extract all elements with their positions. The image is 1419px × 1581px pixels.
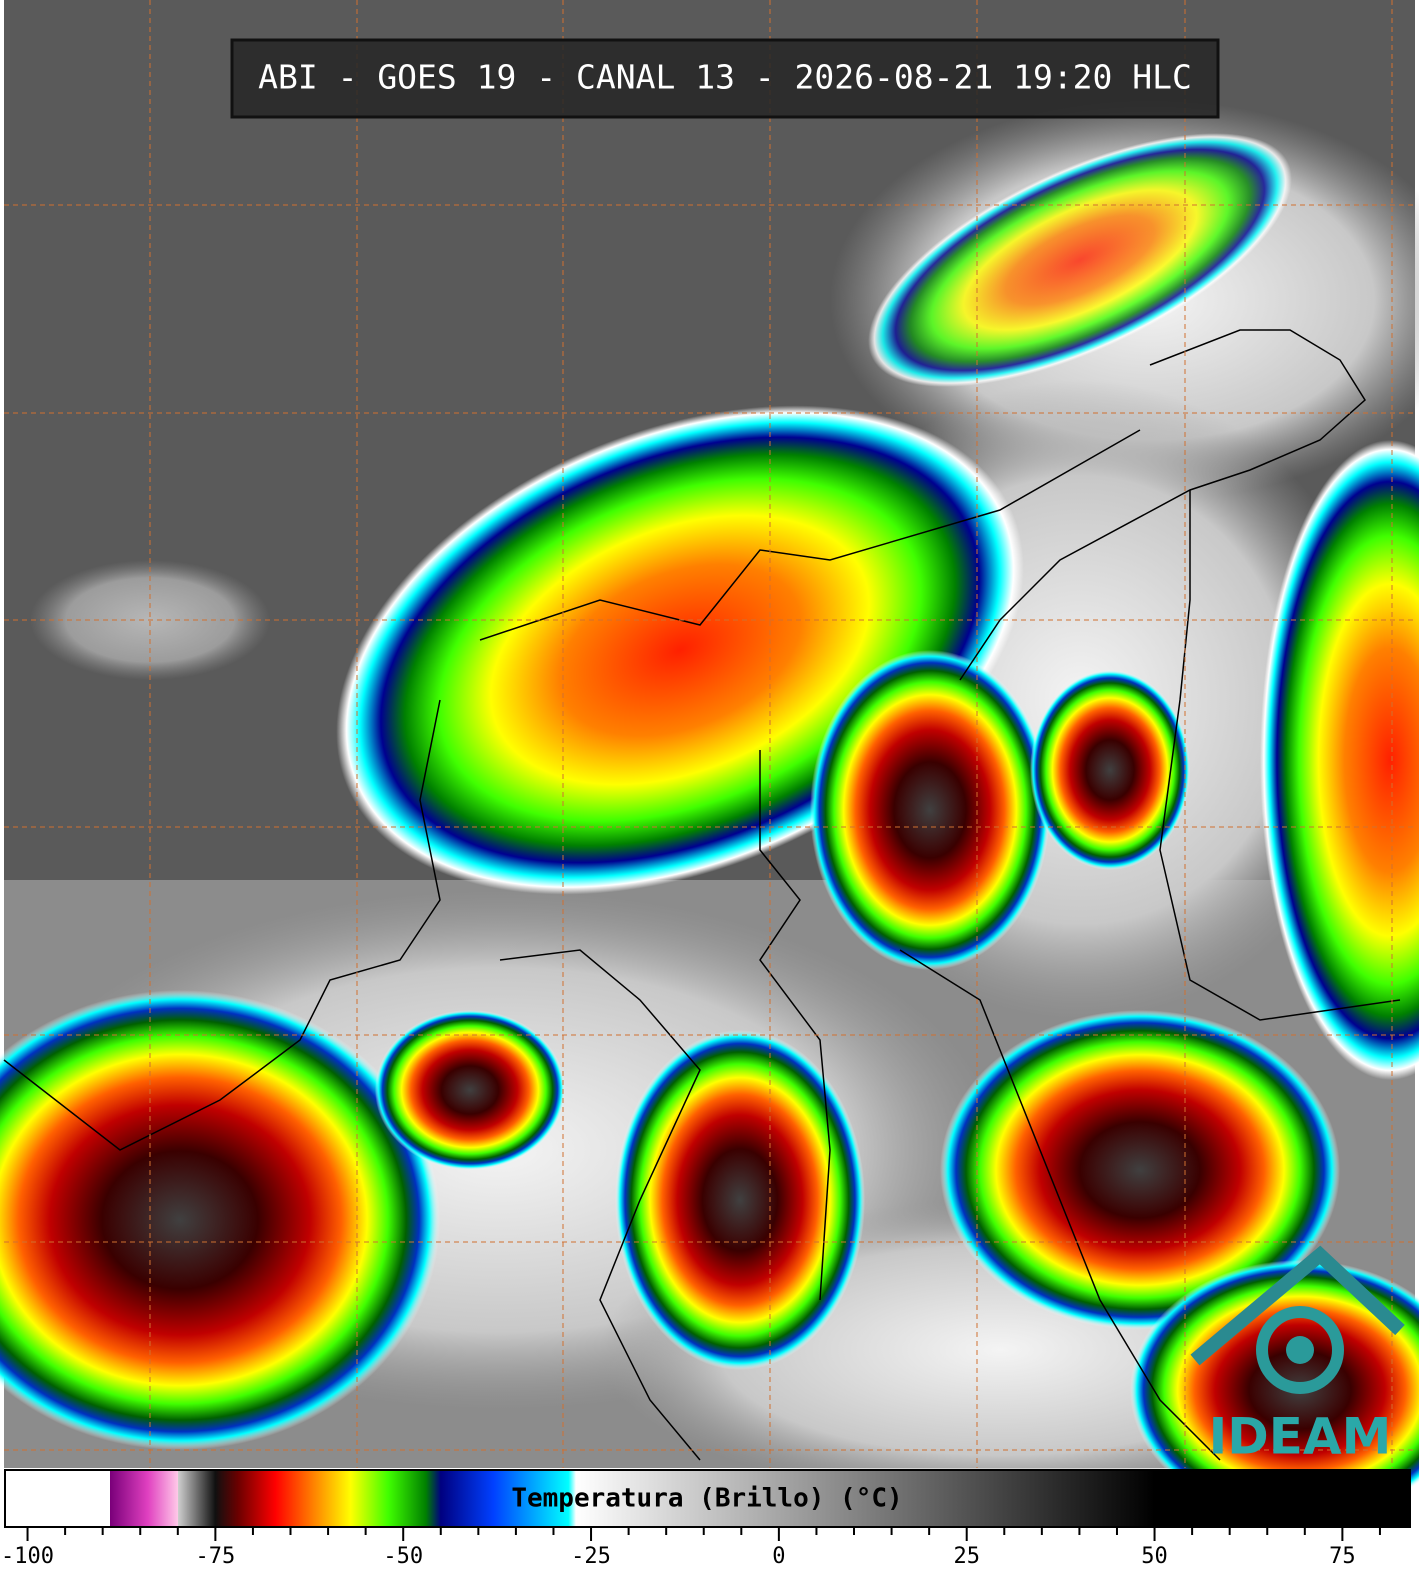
tick-label: 50 (1141, 1544, 1168, 1569)
tick-label: 25 (953, 1544, 980, 1569)
tick-label: -50 (383, 1544, 423, 1569)
satellite-image (0, 0, 1419, 1520)
tick-label: -100 (1, 1544, 54, 1569)
title: ABI - GOES 19 - CANAL 13 - 2026-08-21 19… (258, 58, 1192, 97)
title-box (230, 38, 1220, 119)
tick-label: 0 (772, 1544, 785, 1569)
logo: IDEAM (1190, 1245, 1405, 1466)
tick-label: 75 (1329, 1544, 1356, 1569)
logo-text: IDEAM (1209, 1408, 1392, 1466)
tick-label: -25 (571, 1544, 611, 1569)
tick-label: -75 (195, 1544, 235, 1569)
colorbar-label: Temperatura (Brillo) (°C) (511, 1484, 902, 1514)
colorbar (4, 1469, 1411, 1528)
